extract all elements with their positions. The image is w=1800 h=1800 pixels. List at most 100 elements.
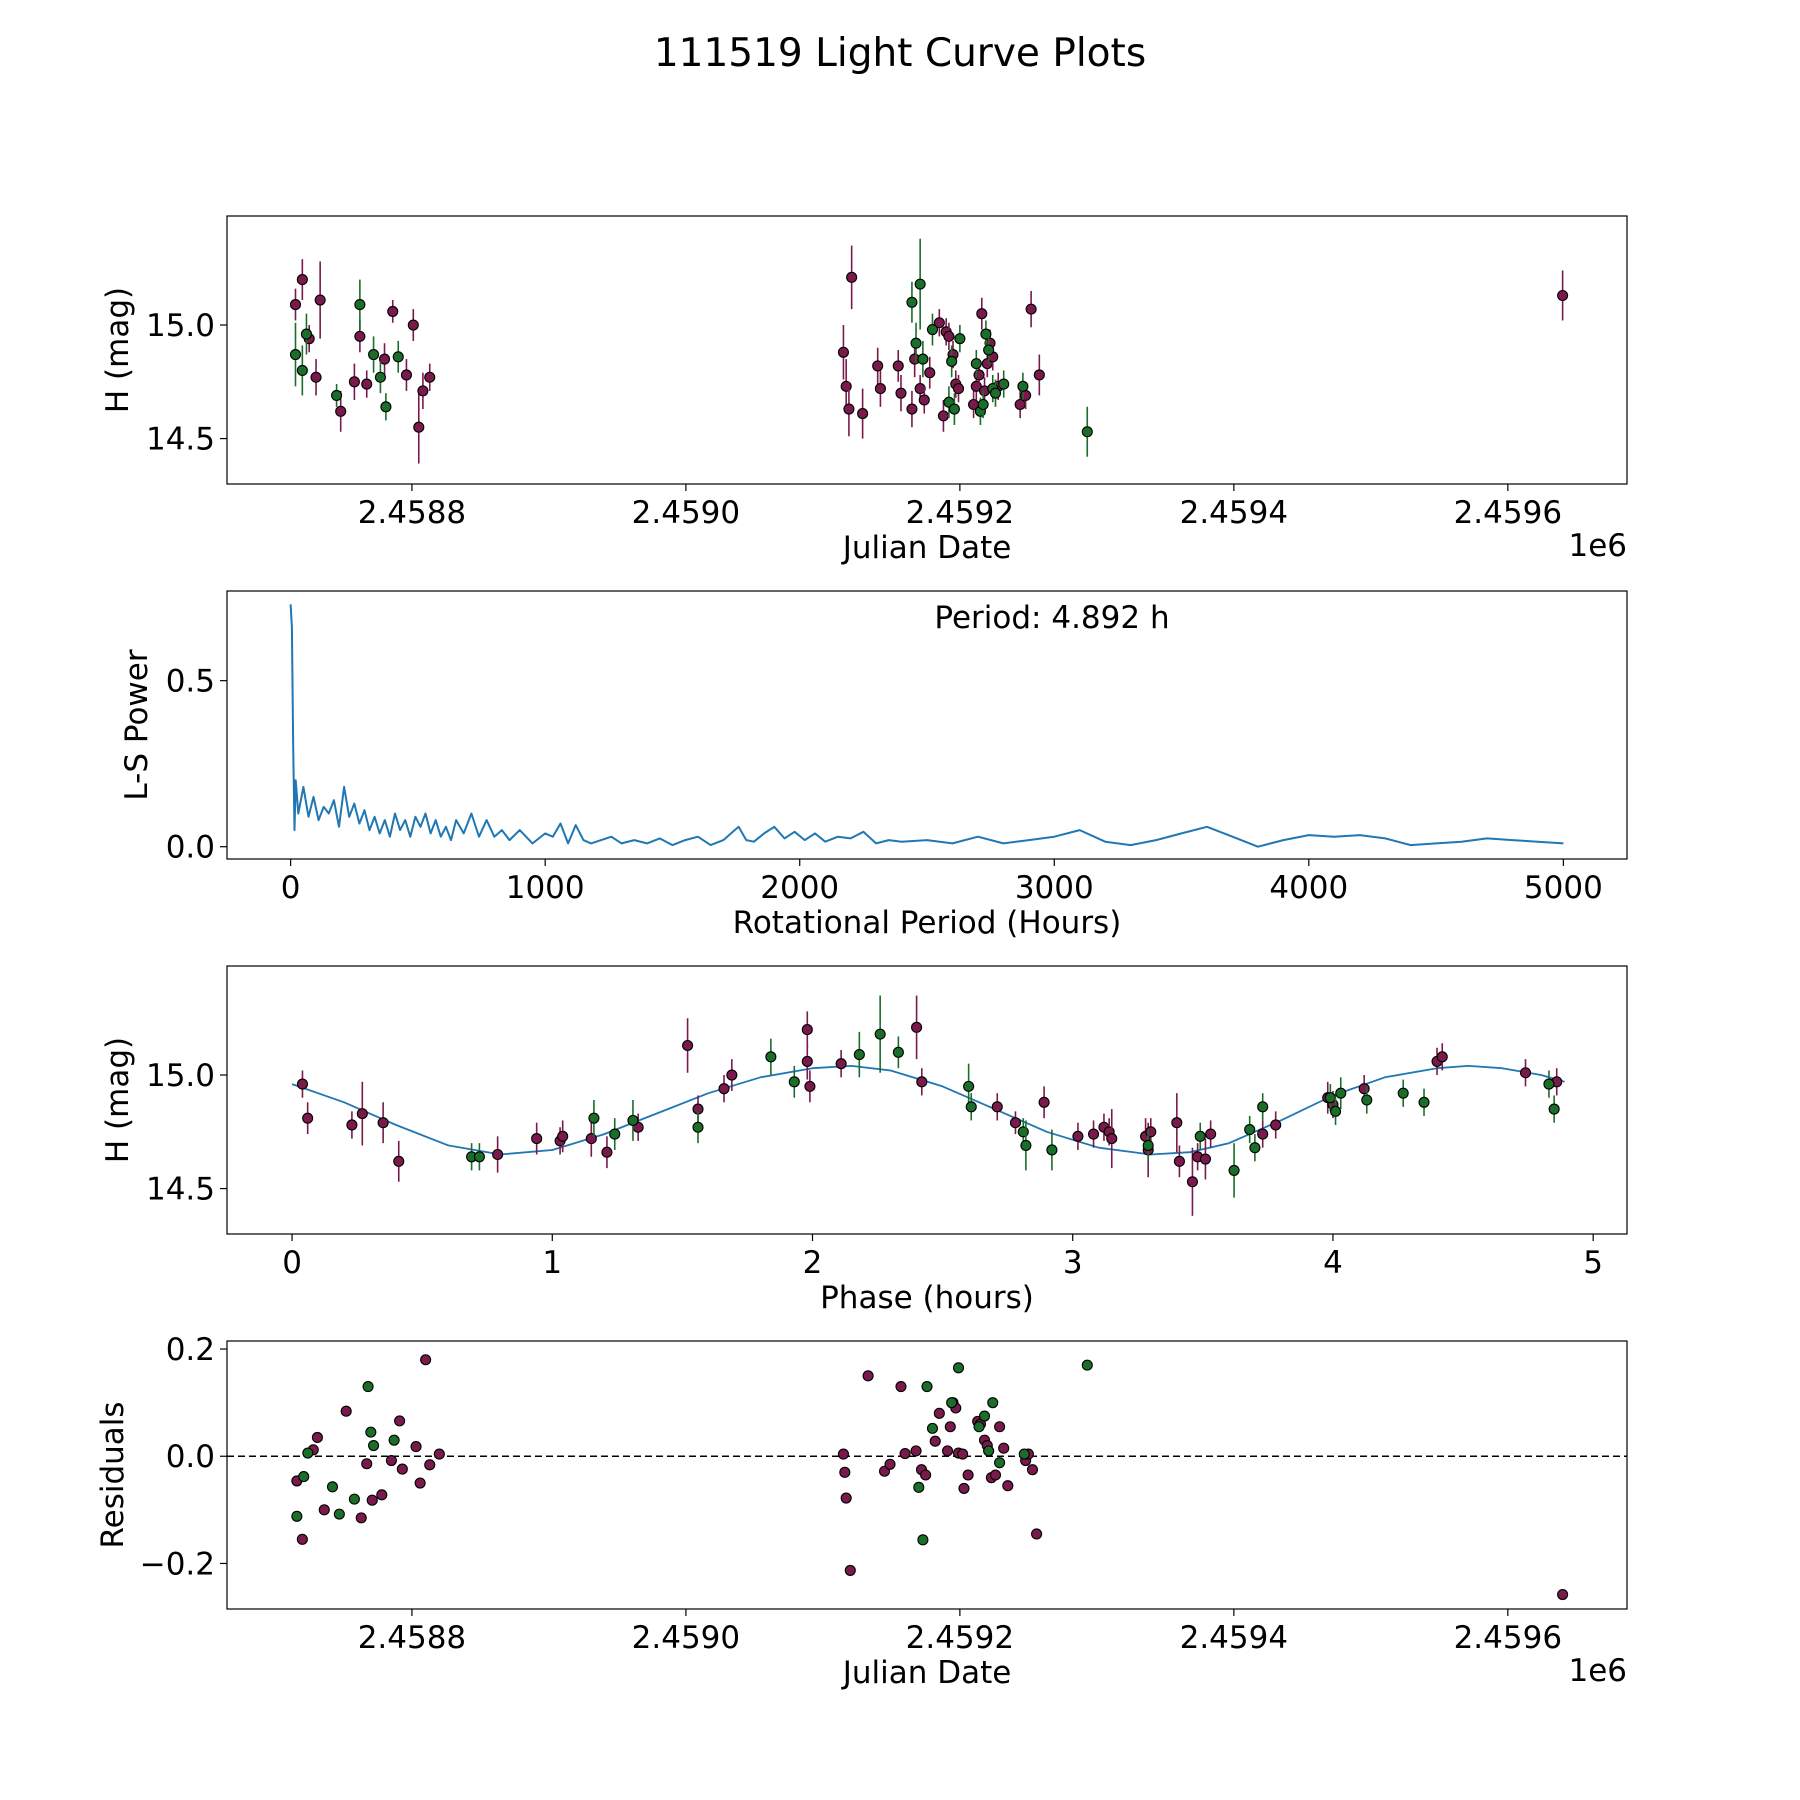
lightcurve-point bbox=[906, 403, 918, 415]
periodogram-line bbox=[289, 604, 1564, 848]
residuals-xtick-label: 2.4594 bbox=[1180, 1620, 1288, 1656]
lightcurve-point bbox=[400, 369, 413, 381]
phased-point bbox=[765, 1051, 777, 1063]
lightcurve-point bbox=[1017, 380, 1029, 392]
residuals-point bbox=[862, 1370, 874, 1382]
lightcurve-point bbox=[843, 403, 855, 415]
phased-point bbox=[531, 1133, 543, 1145]
phased-xtick-label: 2 bbox=[803, 1245, 823, 1281]
phased-point bbox=[1358, 1083, 1370, 1095]
residuals-point bbox=[365, 1426, 377, 1438]
phased-point bbox=[1330, 1105, 1342, 1117]
lightcurve-point bbox=[914, 383, 926, 395]
lightcurve-point bbox=[1014, 398, 1026, 411]
residuals-point bbox=[348, 1493, 360, 1505]
lightcurve-point bbox=[413, 421, 425, 433]
residuals-point bbox=[1557, 1588, 1569, 1601]
phased-point bbox=[1009, 1117, 1022, 1129]
periodogram-ylabel: L-S Power bbox=[119, 649, 155, 800]
phased-point bbox=[1046, 1144, 1058, 1156]
phased-point bbox=[1171, 1117, 1183, 1129]
residuals-point bbox=[362, 1381, 374, 1393]
phased-point bbox=[801, 1055, 813, 1067]
phased-xtick-label: 5 bbox=[1583, 1245, 1603, 1281]
residuals-point bbox=[962, 1469, 974, 1481]
lightcurve-point bbox=[874, 383, 886, 395]
lightcurve-point bbox=[989, 387, 1002, 399]
residuals-ytick-label: 0.2 bbox=[166, 1332, 215, 1368]
phased-point bbox=[1548, 1103, 1560, 1115]
residuals-point bbox=[368, 1439, 380, 1452]
lightcurve-point bbox=[368, 348, 380, 361]
lightcurve-point bbox=[917, 353, 929, 365]
phased-point bbox=[473, 1151, 485, 1163]
periodogram-xtick-label: 2000 bbox=[760, 870, 839, 906]
lightcurve-point bbox=[976, 308, 988, 320]
residuals-point bbox=[998, 1442, 1010, 1454]
lightcurve-point bbox=[407, 319, 419, 331]
residuals-point bbox=[433, 1448, 445, 1460]
lightcurve-xtick-label: 2.4588 bbox=[358, 495, 466, 531]
residuals-point bbox=[333, 1508, 345, 1520]
lightcurve-xlabel: Julian Date bbox=[841, 530, 1012, 566]
residuals-xlabel: Julian Date bbox=[841, 1655, 1012, 1691]
lightcurve-point bbox=[914, 278, 926, 290]
panel-periodogram: 0 1000 2000 3000 4000 5000 0.0 0.5 Period: 4.8… bbox=[119, 590, 1628, 941]
residuals-point bbox=[839, 1466, 851, 1478]
phased-point bbox=[1017, 1126, 1029, 1138]
lightcurve-point bbox=[380, 401, 392, 413]
residuals-point bbox=[917, 1534, 929, 1546]
lightcurve-point bbox=[1081, 426, 1093, 438]
residuals-point bbox=[884, 1458, 896, 1470]
lightcurve-point bbox=[906, 296, 918, 308]
residuals-point bbox=[311, 1431, 323, 1444]
phased-ylabel: H (mag) bbox=[100, 1037, 136, 1163]
phased-point bbox=[1142, 1139, 1154, 1151]
lightcurve-ylabel: H (mag) bbox=[100, 287, 136, 413]
phased-point bbox=[1020, 1139, 1032, 1151]
lightcurve-point bbox=[335, 405, 347, 417]
phased-xtick-label: 1 bbox=[542, 1245, 562, 1281]
periodogram-xtick-label: 4000 bbox=[1269, 870, 1348, 906]
residuals-point bbox=[410, 1441, 422, 1453]
residuals-ytick-label: 0.0 bbox=[166, 1439, 215, 1475]
phased-point bbox=[1361, 1094, 1373, 1106]
lightcurve-point bbox=[895, 387, 907, 399]
phased-point bbox=[585, 1133, 597, 1145]
periodogram-ytick-label: 0.5 bbox=[166, 664, 215, 700]
residuals-point bbox=[983, 1445, 995, 1457]
phased-xtick-label: 0 bbox=[282, 1245, 302, 1281]
phased-point bbox=[609, 1128, 621, 1140]
phased-point bbox=[965, 1101, 977, 1113]
residuals-point bbox=[944, 1421, 956, 1433]
phased-point bbox=[492, 1148, 504, 1161]
residuals-point bbox=[296, 1533, 308, 1545]
phased-point bbox=[1205, 1128, 1217, 1140]
residuals-point bbox=[361, 1458, 373, 1470]
lightcurve-offset-label: 1e6 bbox=[1568, 528, 1627, 564]
residuals-ytick-label: −0.2 bbox=[140, 1546, 215, 1582]
lightcurve-point bbox=[952, 383, 965, 395]
residuals-point bbox=[1081, 1359, 1093, 1371]
residuals-point bbox=[1018, 1448, 1030, 1460]
panel-phased: 0 1 2 3 4 5 14.5 15.0 Phase (hours) H (mag) bbox=[100, 965, 1628, 1316]
panel-lightcurve: 2.4588 2.4590 2.4592 2.4594 2.4596 14.515.0 … bbox=[100, 215, 1628, 566]
phased-point bbox=[1543, 1078, 1555, 1090]
residuals-point bbox=[396, 1463, 408, 1475]
residuals-point bbox=[1031, 1528, 1043, 1540]
phased-point bbox=[991, 1101, 1003, 1113]
lightcurve-point bbox=[948, 403, 960, 415]
phased-point bbox=[726, 1069, 738, 1081]
phased-point bbox=[1519, 1067, 1532, 1079]
periodogram-xtick-label: 3000 bbox=[1015, 870, 1094, 906]
lightcurve-point bbox=[387, 305, 399, 317]
phased-point bbox=[692, 1121, 704, 1133]
phased-point bbox=[1397, 1087, 1409, 1099]
lightcurve-point bbox=[872, 360, 884, 372]
lightcurve-point bbox=[937, 410, 949, 422]
phased-point bbox=[346, 1119, 358, 1131]
lightcurve-xtick-label: 2.4592 bbox=[906, 495, 1014, 531]
lightcurve-point bbox=[296, 274, 308, 286]
phased-point bbox=[588, 1112, 600, 1124]
lightcurve-point bbox=[892, 360, 904, 372]
